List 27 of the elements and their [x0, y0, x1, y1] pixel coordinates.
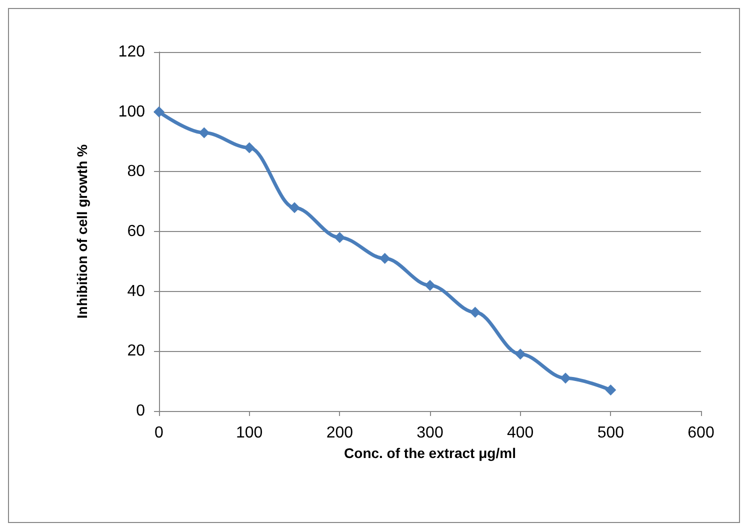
point — [289, 202, 300, 214]
y-axis-title: Inhibition of cell growth % — [74, 144, 90, 319]
y-tick-label: 80 — [127, 163, 146, 180]
x-tick-label: 500 — [597, 424, 624, 442]
point — [198, 127, 210, 138]
point — [244, 142, 255, 154]
x-axis-title: Conc. of the extract μg/ml — [344, 444, 516, 461]
x-tick-label: 400 — [506, 424, 534, 442]
point — [470, 306, 481, 318]
point — [424, 280, 436, 291]
y-tick-label: 120 — [118, 44, 146, 60]
point — [560, 372, 571, 384]
y-tick-label: 0 — [136, 402, 146, 420]
x-tick-label: 100 — [236, 424, 263, 442]
x-tick-label: 300 — [416, 424, 444, 442]
y-tick-label: 100 — [118, 103, 146, 120]
y-tick-label: 40 — [127, 282, 146, 300]
point — [514, 348, 526, 360]
x-tick-label: 600 — [688, 424, 714, 442]
point — [334, 232, 346, 243]
y-tick-label: 60 — [127, 223, 146, 240]
y-tick-label: 20 — [127, 342, 146, 360]
x-tick-label: 0 — [154, 424, 164, 442]
point — [154, 106, 164, 118]
point — [379, 252, 390, 264]
point — [605, 384, 616, 396]
x-tick-label: 200 — [326, 424, 354, 442]
